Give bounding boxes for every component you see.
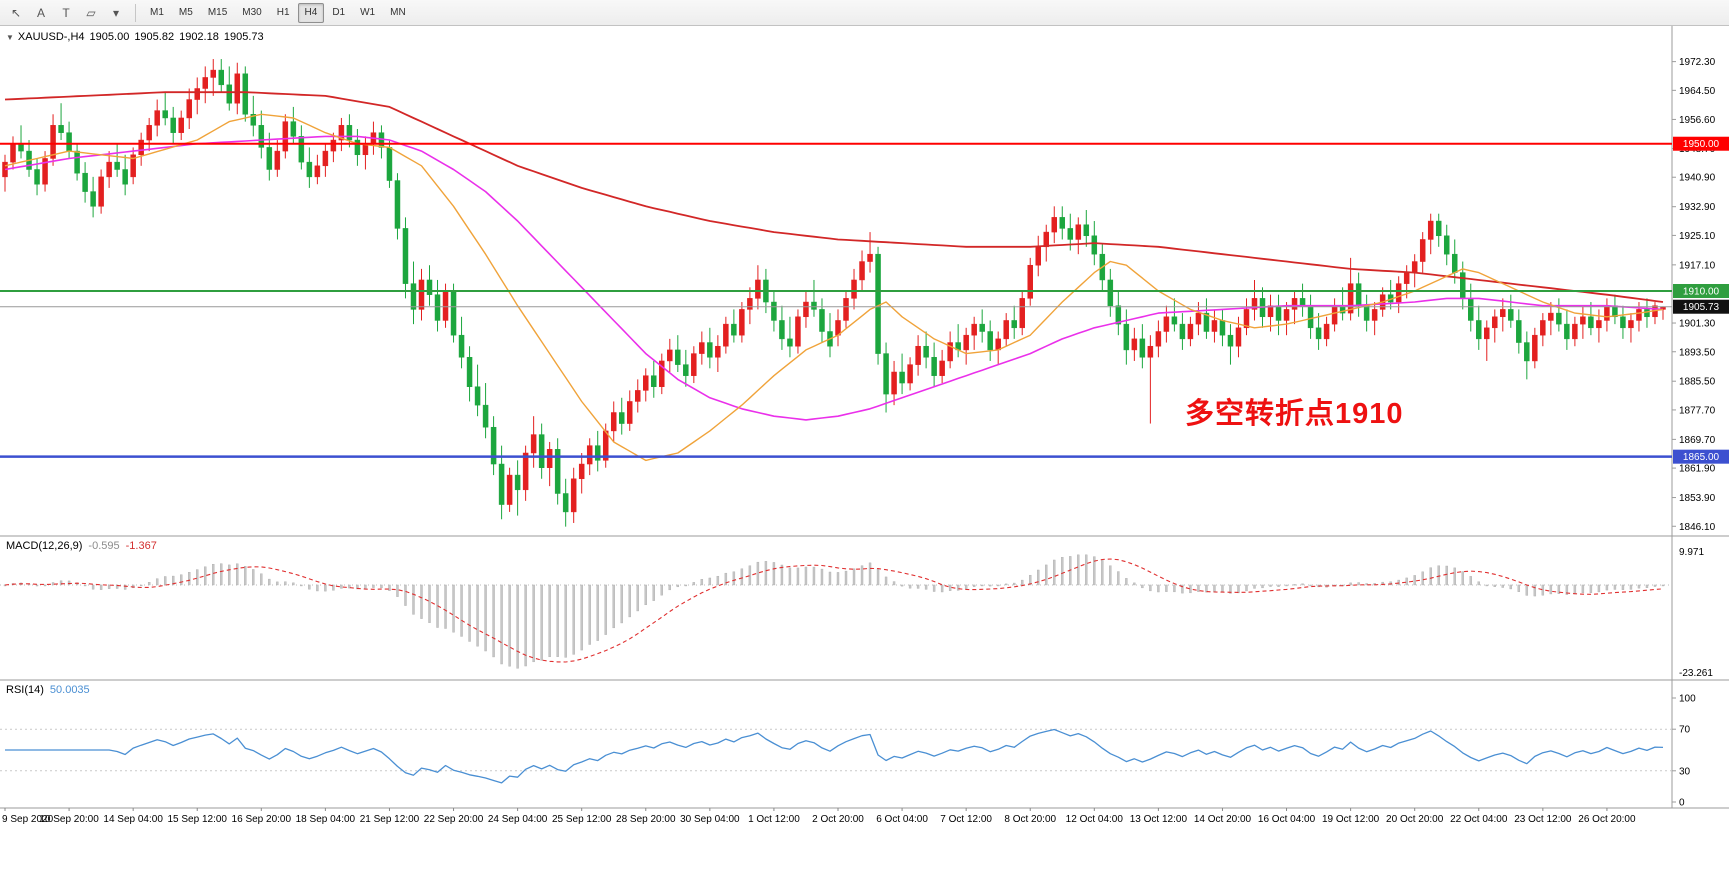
chart-text-annotation[interactable]: 多空转折点1910 [1185,398,1404,430]
svg-text:6 Oct 04:00: 6 Oct 04:00 [876,814,928,825]
timeframe-h4-button[interactable]: H4 [297,2,325,23]
svg-text:15 Sep 12:00: 15 Sep 12:00 [167,814,227,825]
symbol-header: ▼ XAUUSD-,H4 1905.00 1905.82 1902.18 1905.73 [6,31,269,43]
svg-text:30 Sep 04:00: 30 Sep 04:00 [680,814,740,825]
timeframe-mn-button[interactable]: MN [390,7,406,18]
svg-text:1910.00: 1910.00 [1683,287,1720,298]
svg-text:1964.50: 1964.50 [1679,86,1716,97]
rsi-indicator-label: RSI(14) 50.0035 [6,684,90,696]
line-studies-toolbar: ↖ A T ▱ ▾ [4,2,128,24]
svg-text:70: 70 [1679,725,1691,736]
svg-text:0: 0 [1679,798,1685,809]
svg-text:1932.90: 1932.90 [1679,202,1716,213]
macd-value-signal: -1.367 [125,540,157,552]
svg-text:19 Oct 12:00: 19 Oct 12:00 [1322,814,1380,825]
svg-text:1877.70: 1877.70 [1679,405,1716,416]
svg-text:1 Oct 12:00: 1 Oct 12:00 [748,814,800,825]
svg-text:1956.60: 1956.60 [1679,115,1716,126]
cursor-button[interactable]: ↖ [10,5,22,20]
svg-text:1893.50: 1893.50 [1679,347,1716,358]
svg-text:7 Oct 12:00: 7 Oct 12:00 [940,814,992,825]
svg-text:30: 30 [1679,766,1691,777]
hline-objects[interactable] [0,142,1672,458]
svg-text:24 Sep 04:00: 24 Sep 04:00 [488,814,548,825]
svg-text:1940.90: 1940.90 [1679,173,1716,184]
svg-text:1901.30: 1901.30 [1679,319,1716,330]
price-tag-1910.00: 1910.00 [1673,284,1729,298]
svg-text:1865.00: 1865.00 [1683,452,1720,463]
svg-text:22 Oct 04:00: 22 Oct 04:00 [1450,814,1508,825]
chart-canvas[interactable]: 1972.301964.501956.601948.701940.901932.… [0,26,1729,894]
svg-text:28 Sep 20:00: 28 Sep 20:00 [616,814,676,825]
timeframe-m5-button[interactable]: M5 [178,7,193,18]
svg-text:1905.73: 1905.73 [1683,302,1720,313]
svg-text:1885.50: 1885.50 [1679,377,1716,388]
svg-text:10 Sep 20:00: 10 Sep 20:00 [39,814,99,825]
svg-text:12 Oct 04:00: 12 Oct 04:00 [1066,814,1124,825]
text-tool-button[interactable]: A [36,5,45,20]
svg-text:100: 100 [1679,694,1696,705]
macd-indicator-label: MACD(12,26,9) -0.595 -1.367 [6,540,157,552]
svg-text:1846.10: 1846.10 [1679,522,1716,533]
svg-text:18 Sep 04:00: 18 Sep 04:00 [296,814,356,825]
timeframe-d1-button[interactable]: D1 [332,7,346,18]
rsi-value: 50.0035 [49,684,90,696]
svg-text:13 Oct 12:00: 13 Oct 12:00 [1130,814,1188,825]
ohlc-low: 1902.18 [179,31,219,43]
ma-slow-line [4,91,1664,303]
timeframes-toolbar: M1 M5 M15 M30 H1 H4 D1 W1 MN [143,2,413,23]
timeframe-w1-button[interactable]: W1 [360,7,376,18]
ohlc-open: 1905.00 [89,31,130,43]
price-tag-1865.00: 1865.00 [1673,449,1729,464]
rsi-panel: 100 70 30 0 [0,694,1696,809]
svg-text:22 Sep 20:00: 22 Sep 20:00 [424,814,484,825]
svg-text:14 Sep 04:00: 14 Sep 04:00 [103,814,163,825]
svg-text:1853.90: 1853.90 [1679,493,1716,504]
svg-text:21 Sep 12:00: 21 Sep 12:00 [360,814,420,825]
svg-text:16 Sep 20:00: 16 Sep 20:00 [232,814,292,825]
svg-text:1917.10: 1917.10 [1679,260,1716,271]
timeframe-h1-button[interactable]: H1 [276,7,290,18]
macd-name: MACD(12,26,9) [6,540,83,552]
label-tool-button[interactable]: T [62,5,70,20]
rsi-name: RSI(14) [6,684,44,696]
svg-text:16 Oct 04:00: 16 Oct 04:00 [1258,814,1316,825]
panel-separators [0,26,1729,809]
macd-panel: 9.971 -23.261 [0,547,1713,679]
svg-text:20 Oct 20:00: 20 Oct 20:00 [1386,814,1444,825]
svg-text:23 Oct 12:00: 23 Oct 12:00 [1514,814,1572,825]
timeframe-m1-button[interactable]: M1 [150,7,164,18]
rsi-line [5,728,1664,784]
svg-text:1869.70: 1869.70 [1679,435,1716,446]
symbol-title: XAUUSD-,H4 [17,31,85,43]
toolbar-separator [135,3,136,22]
svg-text:8 Oct 20:00: 8 Oct 20:00 [1004,814,1056,825]
svg-text:1925.10: 1925.10 [1679,231,1716,242]
ma-mid-line [4,135,1664,421]
svg-text:9 Sep 2020: 9 Sep 2020 [2,814,54,825]
price-tag-1950.00: 1950.00 [1673,136,1729,151]
svg-text:14 Oct 20:00: 14 Oct 20:00 [1194,814,1252,825]
svg-text:-23.261: -23.261 [1679,668,1713,679]
macd-value-main: -0.595 [88,540,120,552]
ohlc-high: 1905.82 [134,31,175,43]
toolbar: ↖ A T ▱ ▾ M1 M5 M15 M30 H1 H4 D1 W1 MN [0,0,1729,26]
shapes-tool-button[interactable]: ▱ [86,5,96,20]
ohlc-close: 1905.73 [223,31,264,43]
svg-text:25 Sep 12:00: 25 Sep 12:00 [552,814,612,825]
shapes-dropdown-button[interactable]: ▾ [112,5,120,20]
ma-fast-line [4,113,1664,462]
chart-collapse-icon[interactable]: ▼ [6,33,14,42]
svg-text:9.971: 9.971 [1679,547,1704,558]
svg-text:2 Oct 20:00: 2 Oct 20:00 [812,814,864,825]
price-axis: 1972.301964.501956.601948.701940.901932.… [1672,57,1716,533]
timeframe-m15-button[interactable]: M15 [207,7,228,18]
svg-text:1950.00: 1950.00 [1683,139,1720,150]
svg-text:1972.30: 1972.30 [1679,57,1716,68]
svg-text:1861.90: 1861.90 [1679,464,1716,475]
svg-text:26 Oct 20:00: 26 Oct 20:00 [1578,814,1636,825]
timeframe-m30-button[interactable]: M30 [242,7,262,18]
current-price-tag: 1905.73 [1673,299,1729,314]
